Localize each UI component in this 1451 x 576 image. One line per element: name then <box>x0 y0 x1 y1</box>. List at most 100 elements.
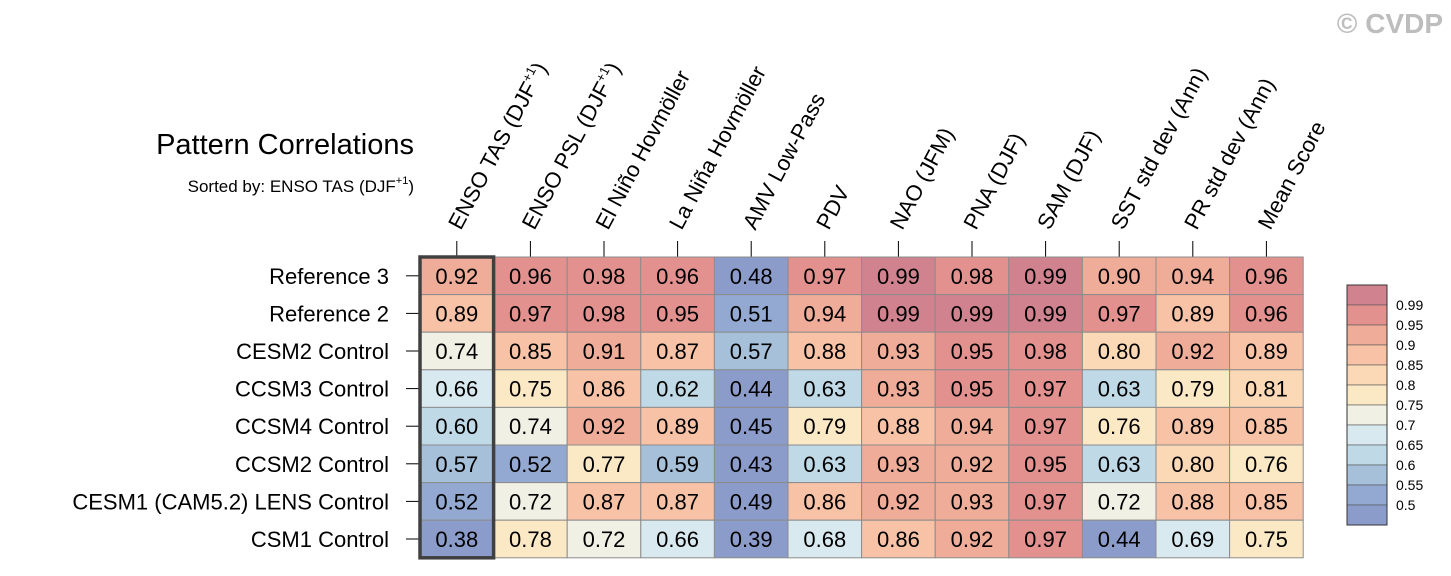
heatmap-cell <box>1229 256 1304 296</box>
heatmap-cell <box>640 331 715 371</box>
colorbar-swatch <box>1346 504 1388 526</box>
cell-value-label: 0.93 <box>877 377 920 402</box>
cell-value-label: 0.86 <box>583 377 626 402</box>
heatmap-cell <box>1155 256 1231 296</box>
column-header-label: PNA (DJF) <box>958 129 1029 234</box>
cell-value-label: 0.75 <box>509 377 552 402</box>
cell-value-label: 0.92 <box>951 527 994 552</box>
cell-value-label: 0.98 <box>583 301 626 326</box>
cell-value-label: 0.92 <box>877 489 920 514</box>
cell-value-label: 0.63 <box>803 377 846 402</box>
heatmap-cell <box>934 256 1010 296</box>
cell-value-label: 0.94 <box>1171 264 1214 289</box>
cell-value-label: 0.74 <box>509 414 552 439</box>
cell-value-label: 0.60 <box>435 414 478 439</box>
heatmap-cell <box>419 369 495 408</box>
cell-value-label: 0.80 <box>1171 452 1214 477</box>
cell-value-label: 0.39 <box>730 527 773 552</box>
column-header-label: NAO (JFM) <box>885 123 959 233</box>
cell-value-label: 0.85 <box>1245 489 1288 514</box>
heatmap-cell <box>419 482 495 521</box>
cell-value-label: 0.91 <box>583 339 626 364</box>
heatmap-cell <box>1008 369 1083 408</box>
colorbar-swatch <box>1346 304 1388 326</box>
cell-value-label: 0.77 <box>583 452 626 477</box>
colorbar-swatch <box>1346 284 1388 306</box>
colorbar-level-label: 0.95 <box>1396 317 1423 333</box>
cell-value-label: 0.48 <box>730 264 773 289</box>
cell-value-label: 0.72 <box>583 527 626 552</box>
heatmap-cell <box>493 369 568 408</box>
heatmap-cell <box>493 331 568 371</box>
heatmap-cell <box>1155 406 1231 446</box>
colorbar-frame <box>1346 284 1388 526</box>
cell-value-label: 0.93 <box>951 489 994 514</box>
cell-value-label: 0.45 <box>730 414 773 439</box>
colorbar-level-label: 0.6 <box>1396 457 1416 473</box>
cell-value-label: 0.97 <box>509 301 552 326</box>
cell-value-label: 0.79 <box>803 414 846 439</box>
cell-value-label: 0.78 <box>509 527 552 552</box>
cell-value-label: 0.85 <box>1245 414 1288 439</box>
cell-value-label: 0.63 <box>1098 452 1141 477</box>
column-header-label: SAM (DJF) <box>1032 126 1105 234</box>
cell-value-label: 0.68 <box>803 527 846 552</box>
heatmap-cell <box>934 444 1010 484</box>
cell-value-label: 0.97 <box>1098 301 1141 326</box>
cell-value-label: 0.92 <box>435 264 478 289</box>
heatmap-cell <box>1008 519 1083 559</box>
row-label: CSM1 Control <box>251 527 389 552</box>
cell-value-label: 0.93 <box>877 339 920 364</box>
cell-value-label: 0.88 <box>803 339 846 364</box>
colorbar-level-label: 0.85 <box>1396 357 1423 373</box>
colorbar-swatch <box>1346 444 1388 466</box>
heatmap-cell <box>713 482 789 521</box>
cell-value-label: 0.38 <box>435 527 478 552</box>
cell-value-label: 0.63 <box>803 452 846 477</box>
cell-value-label: 0.94 <box>803 301 846 326</box>
cell-value-label: 0.89 <box>656 414 699 439</box>
cell-value-label: 0.88 <box>877 414 920 439</box>
cell-value-label: 0.98 <box>583 264 626 289</box>
heatmap-cell <box>640 482 715 521</box>
cell-value-label: 0.63 <box>1098 377 1141 402</box>
colorbar-level-label: 0.99 <box>1396 297 1423 313</box>
colorbar-swatch <box>1346 464 1388 486</box>
heatmap-cell <box>861 369 936 408</box>
cell-value-label: 0.75 <box>1245 527 1288 552</box>
heatmap-cell <box>934 519 1010 559</box>
cell-value-label: 0.74 <box>435 339 478 364</box>
cell-value-label: 0.99 <box>877 264 920 289</box>
heatmap-cell <box>861 406 936 446</box>
row-label: CCSM2 Control <box>235 452 389 477</box>
heatmap-cell <box>493 406 568 446</box>
column-headers: ENSO TAS (DJF+1)ENSO PSL (DJF+1)El Niño … <box>443 58 1331 257</box>
cell-value-label: 0.88 <box>1171 489 1214 514</box>
cell-value-label: 0.89 <box>1171 301 1214 326</box>
cell-value-label: 0.96 <box>509 264 552 289</box>
row-label: CESM2 Control <box>236 339 389 364</box>
heatmap-cell <box>566 444 642 484</box>
heatmap-cell <box>934 482 1010 521</box>
row-label: CESM1 (CAM5.2) LENS Control <box>72 489 389 514</box>
colorbar-swatch <box>1346 344 1388 366</box>
cell-value-label: 0.95 <box>951 339 994 364</box>
row-label: Reference 3 <box>269 264 389 289</box>
heatmap-cell <box>787 444 863 484</box>
heatmap-cell <box>1081 256 1157 296</box>
cell-value-label: 0.81 <box>1245 377 1288 402</box>
colorbar-level-label: 0.65 <box>1396 437 1423 453</box>
heatmap-cell <box>934 294 1010 333</box>
cvdp-watermark: © CVDP <box>1336 8 1443 39</box>
heatmap-cell <box>713 294 789 333</box>
heatmap-cell <box>419 444 495 484</box>
cell-value-label: 0.96 <box>1245 264 1288 289</box>
colorbar-level-label: 0.7 <box>1396 417 1416 433</box>
heatmap-cell <box>419 256 495 296</box>
heatmap-cell <box>861 444 936 484</box>
cell-value-label: 0.87 <box>656 339 699 364</box>
heatmap-cell <box>1229 369 1304 408</box>
colorbar-swatch <box>1346 484 1388 506</box>
heatmap-cell <box>1081 444 1157 484</box>
heatmap-cell <box>713 256 789 296</box>
